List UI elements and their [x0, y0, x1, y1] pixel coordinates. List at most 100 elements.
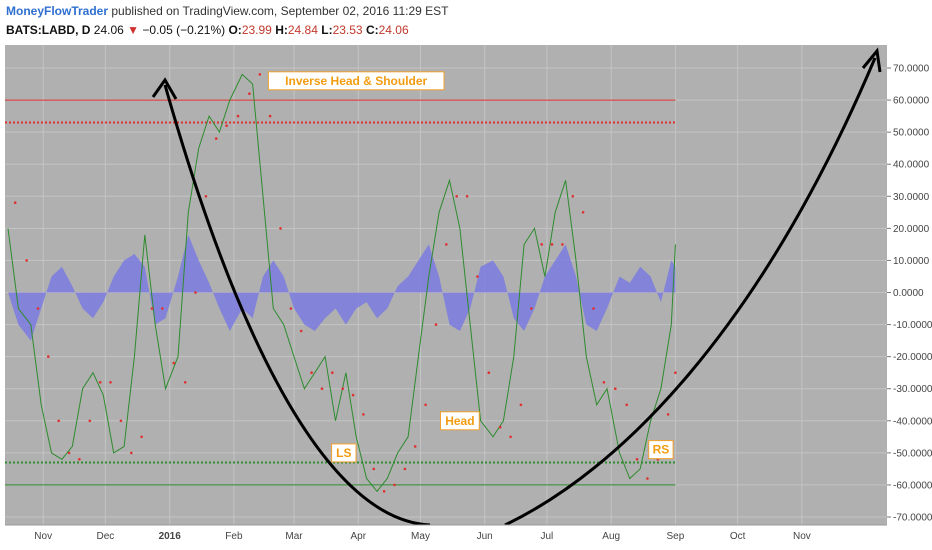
level-lines — [5, 99, 676, 486]
y-tick-label: 30.0000 — [893, 192, 930, 203]
right-arrowhead-icon — [861, 47, 882, 73]
signal-dot — [614, 387, 617, 391]
signal-dot — [455, 195, 459, 198]
signal-dot — [299, 329, 303, 333]
signal-dot — [362, 413, 365, 416]
high-label: H: — [275, 23, 288, 37]
histogram-shape — [8, 234, 676, 341]
price-change: −0.05 (−0.21%) — [142, 23, 226, 37]
x-tick-label: Nov — [34, 531, 52, 542]
signal-dot — [183, 381, 187, 384]
annotation-label: Head — [445, 414, 474, 428]
ohlc-line: BATS:LABD, D 24.06 ▼ −0.05 (−0.21%) O:23… — [6, 23, 409, 37]
x-tick-label: Jul — [541, 531, 554, 542]
y-tick-label: -50.0000 — [893, 448, 932, 459]
signal-dot — [351, 393, 355, 397]
signal-dot — [625, 403, 628, 407]
plot-background — [5, 45, 887, 525]
publisher-line: MoneyFlowTrader published on TradingView… — [6, 4, 448, 18]
drawn-arrows — [151, 47, 882, 527]
grid-lines — [5, 45, 887, 525]
x-tick-label: May — [411, 531, 430, 542]
signal-dot — [403, 467, 407, 471]
y-axis: 70.0000 60.0000 50.0000 40.0000 30.0000 20.00… — [887, 45, 932, 525]
signal-dots — [13, 73, 677, 493]
y-tick-label: -70.0000 — [893, 513, 932, 524]
annotation-label: RS — [653, 443, 670, 457]
x-axis-background — [0, 525, 932, 550]
signal-dot — [476, 275, 479, 278]
signal-dot — [130, 451, 133, 455]
oscillator-line — [7, 73, 676, 493]
signal-dot — [289, 307, 293, 310]
y-tick-label: 70.0000 — [893, 64, 930, 75]
x-axis: Nov Dec 2016 Feb Mar Apr May Jun Jul Aug Sep Oct Nov — [0, 524, 932, 550]
signal-dot — [214, 137, 218, 140]
signal-dot — [646, 477, 649, 480]
y-tick-label: -10.0000 — [893, 320, 932, 331]
x-tick-label: Apr — [351, 531, 367, 542]
y-tick-label: 0.0000 — [893, 288, 924, 299]
signal-dot — [57, 419, 60, 423]
signal-dot — [341, 387, 345, 391]
annotation-label: LS — [336, 446, 351, 460]
signal-dot — [119, 419, 123, 423]
annotation-box — [440, 411, 480, 431]
y-tick-label: -30.0000 — [893, 384, 932, 395]
annotation-label: Inverse Head & Shoulder — [285, 74, 427, 88]
signal-dot — [98, 381, 102, 384]
open-value: 23.99 — [241, 23, 272, 37]
signal-dot — [465, 195, 469, 198]
signal-dot — [310, 371, 313, 375]
signal-dot — [393, 483, 396, 487]
signal-dot — [666, 413, 670, 416]
x-tick-label: Aug — [602, 531, 620, 542]
signal-dot — [445, 243, 448, 246]
signal-dot — [530, 307, 533, 310]
signal-dot — [424, 403, 427, 407]
y-tick-label: 60.0000 — [893, 96, 930, 107]
signal-dot — [67, 451, 71, 455]
annotation-box — [648, 440, 674, 460]
close-label: C: — [365, 23, 379, 37]
x-tick-label: Mar — [285, 531, 303, 542]
close-value: 24.06 — [378, 23, 409, 37]
last-price: 24.06 — [93, 23, 124, 37]
signal-dot — [279, 227, 282, 230]
down-triangle-icon: ▼ — [127, 23, 140, 37]
signal-dot — [487, 371, 491, 375]
signal-dot — [150, 307, 154, 310]
signal-dot — [248, 92, 251, 95]
signal-dot — [519, 403, 523, 407]
x-tick-label: Sep — [667, 531, 685, 542]
signal-dot — [550, 243, 554, 246]
signal-dot — [602, 381, 606, 384]
signal-dot — [47, 355, 50, 358]
low-label: L: — [321, 23, 333, 37]
signal-dot — [25, 259, 28, 262]
author-link[interactable]: MoneyFlowTrader — [6, 4, 109, 18]
y-axis-background — [887, 45, 932, 525]
left-arrow-path — [163, 84, 431, 527]
x-tick-label: Feb — [225, 531, 243, 542]
signal-dot — [225, 124, 228, 127]
signal-dot — [320, 387, 324, 391]
signal-dot — [268, 114, 272, 118]
annotation-box — [331, 443, 357, 463]
signal-dot — [109, 381, 112, 384]
signal-dot — [382, 490, 386, 493]
x-tick-label: Oct — [730, 531, 746, 542]
y-tick-label: 20.0000 — [893, 224, 930, 235]
signal-dot — [258, 73, 262, 76]
right-arrow-path — [504, 57, 877, 527]
signal-dot — [498, 425, 502, 429]
low-value: 23.53 — [332, 23, 363, 37]
published-text: published on TradingView.com, September … — [111, 4, 449, 18]
symbol-label: BATS:LABD, D — [6, 23, 91, 37]
x-tick-label: Dec — [97, 531, 115, 542]
signal-dot — [434, 323, 438, 326]
y-tick-label: 40.0000 — [893, 160, 930, 171]
oscillator-series-line — [7, 73, 676, 493]
signal-dot — [13, 201, 17, 204]
